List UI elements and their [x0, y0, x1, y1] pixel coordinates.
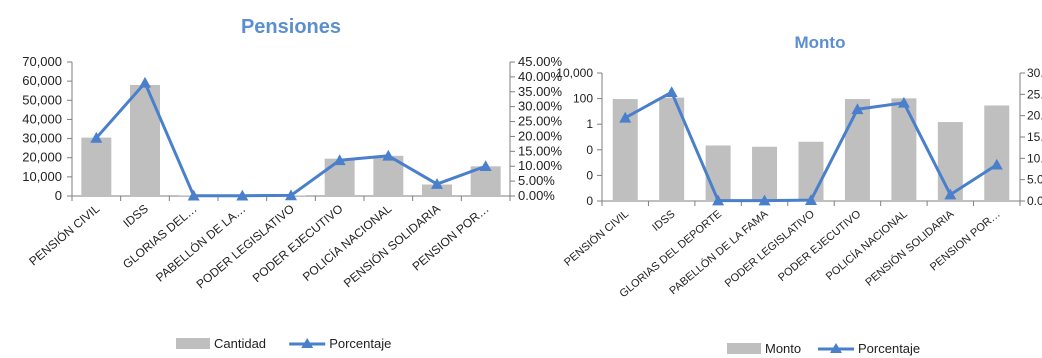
legend-bar-label: Cantidad [214, 336, 266, 351]
y-right-tick-label: 40.00% [518, 69, 563, 84]
y-right-tick-label: 15.0% [1027, 130, 1042, 144]
y-left-tick-label: 0 [586, 194, 593, 208]
y-right-tick-label: 20.0% [1027, 109, 1042, 123]
bar-7 [891, 98, 917, 201]
line-point-2 [665, 86, 678, 97]
line-point-3 [187, 189, 200, 201]
line-point-7 [382, 149, 395, 161]
y-left-tick-label: 0 [586, 143, 593, 157]
line-point-8 [944, 188, 957, 200]
line-point-9 [479, 160, 492, 172]
line-point-5 [805, 194, 817, 205]
y-right-tick-label: 5.0% [1027, 173, 1042, 187]
bar-5 [798, 141, 824, 201]
category-label: PENSIÓN CIVIL [26, 201, 103, 269]
category-label: PENSIÓN SOLIDARIA [863, 207, 957, 289]
y-left-tick-label: 50,000 [22, 92, 62, 107]
legend: Monto Porcentaje [727, 341, 920, 356]
line-point-1 [90, 131, 103, 143]
y-right-tick-label: 0.00% [518, 188, 555, 203]
y-left-tick-label: 1 [586, 117, 593, 131]
line-point-4 [236, 189, 249, 201]
legend-bar-label: Monto [765, 341, 801, 356]
y-right-tick-label: 15.00% [518, 143, 563, 158]
legend-line-label: Porcentaje [329, 336, 391, 351]
y-left-tick-label: 60,000 [22, 73, 62, 88]
y-left-tick-label: 70,000 [22, 54, 62, 69]
bar-4 [752, 146, 778, 201]
bar-8 [422, 184, 452, 196]
bar-3 [705, 145, 731, 201]
y-right-tick-label: 5.00% [518, 173, 555, 188]
category-label: PODER EJECUTIVO [776, 208, 864, 284]
bar-9 [984, 105, 1010, 201]
line-point-1 [619, 111, 632, 123]
bar-6 [844, 99, 870, 201]
chart-pensiones: Pensiones 0 10,000 20,000 30,000 40,000 50,000… [22, 16, 562, 351]
y-right-tick-label: 25.00% [518, 114, 563, 129]
legend: Cantidad Porcentaje [176, 336, 391, 351]
bar-2 [130, 84, 160, 196]
legend-bar-swatch [176, 338, 210, 349]
y-right-tick-label: 30.00% [518, 99, 563, 114]
y-right-tick-label: 10.00% [518, 158, 563, 173]
y-right-tick-label: 30.0% [1027, 66, 1042, 80]
category-label: PODER LEGISLATIVO [194, 202, 297, 292]
legend-line-label: Porcentaje [858, 341, 920, 356]
y-left-tick-label: 10,000 [22, 169, 62, 184]
category-label: IDSS [650, 208, 677, 234]
line-point-6 [851, 103, 864, 115]
line-point-5 [285, 189, 297, 201]
category-label: POLICÍA NACIONAL [299, 201, 394, 284]
y-left-tick-label: 10,000 [556, 66, 593, 80]
y-right-tick-label: 20.00% [518, 128, 563, 143]
legend-line-marker [830, 343, 842, 353]
y-right-tick-label: 45.00% [518, 54, 563, 69]
line-point-9 [990, 158, 1003, 170]
bar-1 [81, 137, 112, 196]
y-right-tick-label: 10.0% [1027, 151, 1042, 165]
line-point-7 [897, 96, 910, 108]
y-right-tick-label: 35.00% [518, 84, 563, 99]
y-right-tick-label: 0.0% [1027, 194, 1042, 208]
y-left-tick-label: 0 [586, 168, 593, 182]
line-point-2 [139, 76, 151, 88]
category-label: PENSIÓN CIVIL [561, 207, 631, 268]
y-left-tick-label: 40,000 [22, 111, 62, 126]
line-point-8 [431, 178, 443, 189]
category-label: PODER LEGISLATIVO [723, 208, 818, 290]
chart-title: Pensiones [241, 16, 341, 38]
legend-line-marker [301, 338, 314, 348]
category-label: IDSS [120, 202, 150, 231]
line-point-3 [712, 194, 725, 206]
y-left-tick-label: 20,000 [22, 150, 62, 165]
category-label: POLICÍA NACIONAL [823, 207, 910, 283]
y-left-tick-label: 30,000 [22, 131, 62, 146]
chart-title: Monto [795, 33, 846, 52]
y-left-tick-label: 100 [573, 92, 593, 106]
line-point-6 [333, 154, 346, 166]
category-label: PODER EJECUTIVO [250, 202, 346, 286]
y-right-tick-label: 25.0% [1027, 87, 1042, 101]
chart-monto: Monto 0 0 0 1 100 10,000 0.0% 5.0% 10.0% 15.0% 20.0… [556, 33, 1042, 356]
legend-bar-swatch [727, 343, 761, 354]
line-point-4 [758, 194, 771, 206]
category-label: PABELLÓN DE LA… [152, 201, 248, 285]
y-left-tick-label: 0 [55, 188, 62, 203]
